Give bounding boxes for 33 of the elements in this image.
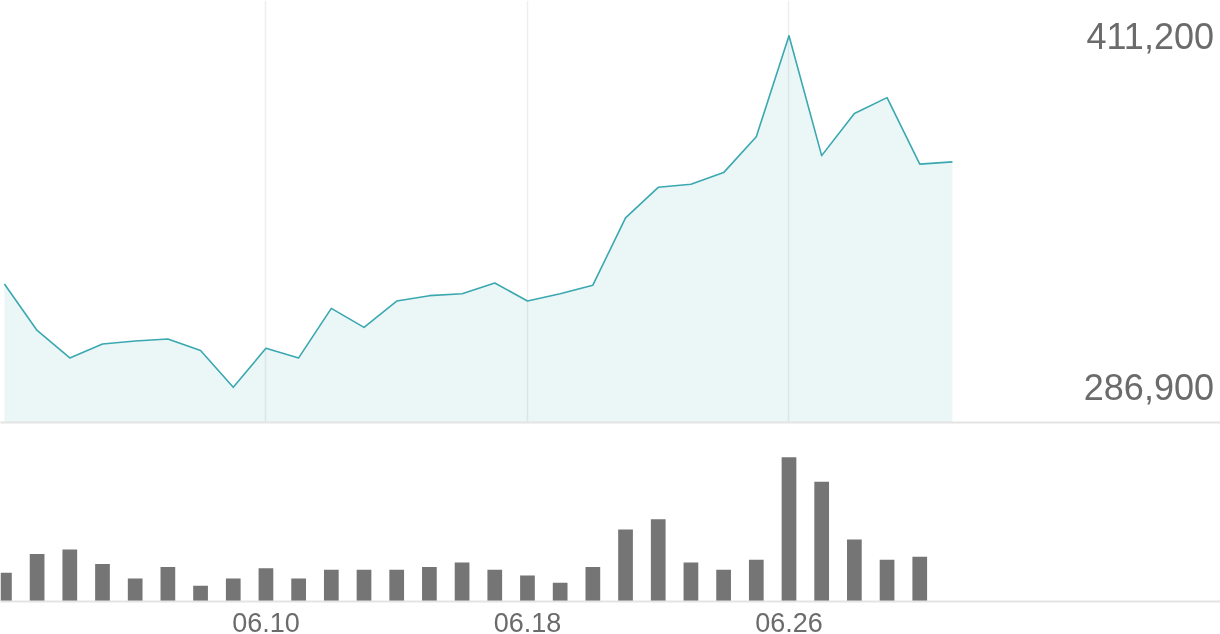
bar [258, 568, 274, 602]
bar [389, 569, 405, 602]
bar [879, 559, 895, 602]
y-tick-label: 286,900 [1083, 367, 1214, 409]
bar [618, 529, 633, 602]
bar [552, 582, 568, 602]
bar [160, 566, 176, 602]
y-tick-label: 411,200 [1086, 15, 1214, 57]
bar [291, 578, 306, 602]
x-tick-label: 06.10 [232, 607, 300, 634]
bar [225, 578, 241, 602]
bar [356, 569, 372, 602]
bar [127, 578, 143, 602]
bar [585, 566, 601, 602]
bar [29, 553, 45, 602]
x-tick-label: 06.18 [493, 607, 562, 634]
bar [520, 575, 535, 602]
bar [716, 569, 731, 602]
bar [62, 549, 78, 602]
bar [650, 519, 666, 602]
bar [193, 585, 208, 602]
x-tick-label: 06.26 [755, 607, 823, 634]
bar [487, 569, 503, 602]
bar [748, 559, 764, 602]
bar [814, 481, 830, 602]
bar [912, 556, 928, 602]
bar [781, 457, 797, 602]
bar [422, 566, 437, 602]
bar [95, 564, 110, 602]
bar [683, 562, 699, 602]
bar [323, 569, 339, 602]
bar [847, 539, 862, 602]
bar [454, 562, 470, 602]
